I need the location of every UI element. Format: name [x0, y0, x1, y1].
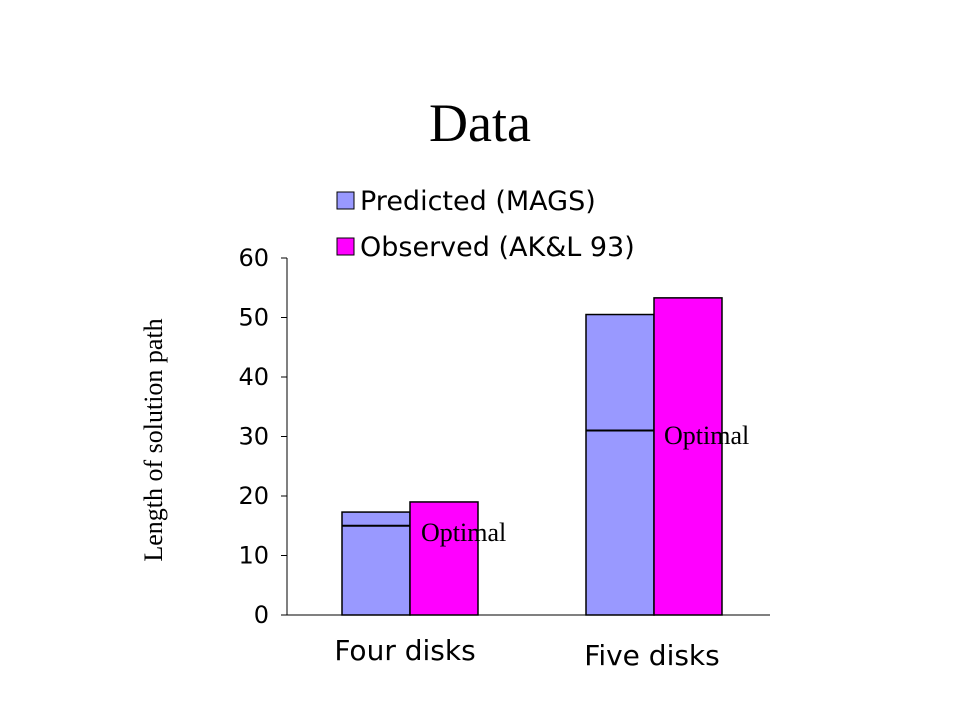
y-tick-label: 60	[238, 244, 269, 272]
x-category-label: Five disks	[584, 639, 720, 672]
chart-title: Data	[429, 93, 531, 153]
y-axis-label: Length of solution path	[139, 318, 168, 561]
optimal-label: Optimal	[664, 421, 749, 450]
bar	[409, 501, 479, 616]
y-tick-label: 30	[238, 423, 269, 451]
legend-swatch	[336, 237, 355, 256]
y-tick-label: 50	[238, 304, 269, 332]
bar	[653, 297, 723, 616]
y-tick-label: 20	[238, 482, 269, 510]
y-tick-label: 40	[238, 363, 269, 391]
legend: Predicted (MAGS) Observed (AK&L 93)	[336, 186, 635, 263]
axes: 0 10 20 30 40 50 60 Four disks Five disks	[238, 244, 770, 672]
legend-label: Predicted (MAGS)	[360, 186, 596, 217]
bar	[341, 511, 411, 616]
x-category-label: Four disks	[334, 634, 475, 667]
legend-label: Observed (AK&L 93)	[360, 232, 635, 263]
bars	[341, 297, 723, 616]
annotations: Optimal Optimal	[342, 421, 749, 547]
legend-swatch	[336, 191, 355, 210]
y-tick-label: 0	[254, 601, 269, 629]
optimal-label: Optimal	[421, 518, 506, 547]
y-tick-label: 10	[238, 542, 269, 570]
bar	[585, 313, 655, 616]
